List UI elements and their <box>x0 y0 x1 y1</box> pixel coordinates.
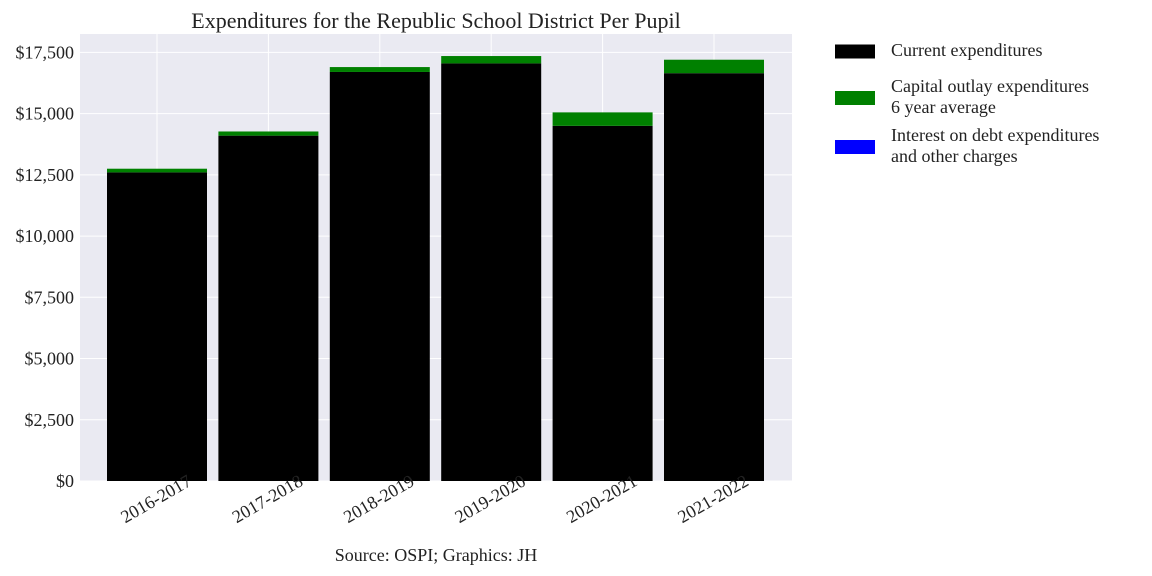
bar-segment-series-0-2016-2017 <box>107 172 207 482</box>
legend-label: Capital outlay expenditures 6 year averag… <box>891 76 1089 117</box>
y-tick-label: $5,000 <box>25 349 75 369</box>
legend-label: Interest on debt expenditures and other c… <box>891 125 1099 166</box>
legend-swatch <box>835 140 875 154</box>
legend-swatch <box>835 91 875 105</box>
y-tick-label: $0 <box>56 471 74 491</box>
y-tick-label: $7,500 <box>25 287 75 307</box>
y-axis-tick-labels: $0 $2,500 $5,000 $7,500 $10,000 $12,500 $15,00… <box>16 42 75 491</box>
y-tick-label: $2,500 <box>25 410 75 430</box>
bar-segment-series-1-2017-2018 <box>218 131 319 136</box>
legend-swatch <box>835 44 875 59</box>
bar-segment-series-0-2021-2022 <box>664 73 764 482</box>
bar-segment-series-1-2019-2020 <box>441 56 542 64</box>
bar-segment-series-1-2016-2017 <box>107 168 207 173</box>
bar-segment-series-0-2017-2018 <box>218 135 319 481</box>
legend: Current expenditures Capital outlay expen… <box>835 40 1099 166</box>
legend-label: Current expenditures <box>891 40 1042 60</box>
bars <box>107 56 764 482</box>
y-tick-label: $17,500 <box>16 42 75 62</box>
bar-segment-series-1-2018-2019 <box>329 67 430 72</box>
bar-segment-series-1-2021-2022 <box>664 59 764 74</box>
bar-segment-series-1-2020-2021 <box>552 112 653 126</box>
bar-segment-series-0-2018-2019 <box>329 71 430 481</box>
bar-segment-series-0-2019-2020 <box>441 63 542 481</box>
y-tick-label: $10,000 <box>16 226 75 246</box>
chart-title: Expenditures for the Republic School Dis… <box>191 8 680 33</box>
y-tick-label: $12,500 <box>16 165 75 185</box>
y-tick-label: $15,000 <box>16 104 75 124</box>
bar-segment-series-0-2020-2021 <box>552 125 653 482</box>
source-caption: Source: OSPI; Graphics: JH <box>335 545 537 565</box>
